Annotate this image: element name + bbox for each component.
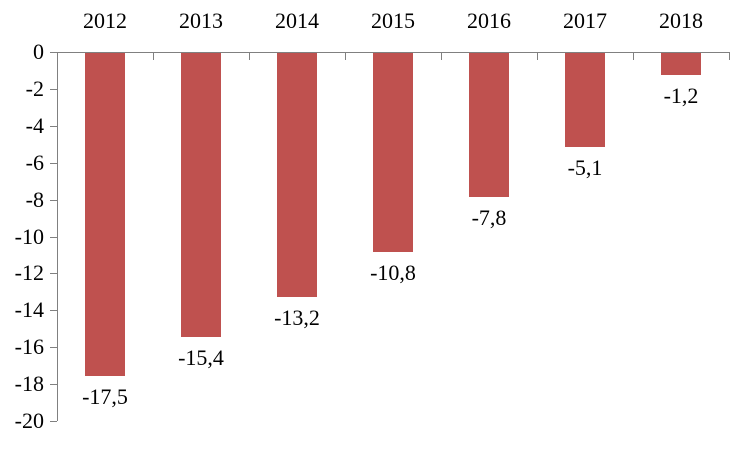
bar [661,53,701,76]
bar [373,53,413,253]
y-tick-label: -16 [14,334,44,360]
category-label: 2016 [467,8,511,33]
category-label: 2014 [275,8,319,33]
bar [565,53,605,148]
y-axis-tick [50,273,57,275]
x-axis-tick [537,52,538,60]
x-axis-tick [633,52,634,60]
y-axis-tick [50,236,57,238]
y-tick-label: -6 [25,149,44,175]
y-tick-label: -20 [14,408,44,433]
x-axis-tick [153,52,154,60]
value-label: -13,2 [274,304,320,330]
y-axis-tick [50,421,57,422]
zero-line [57,52,729,53]
value-label: -5,1 [567,155,603,181]
y-tick-label: -8 [25,186,44,212]
category-label: 2017 [563,8,607,33]
x-axis-tick [441,52,442,60]
y-axis-tick [50,125,57,127]
category-label: 2018 [659,8,703,33]
category-label: 2013 [179,8,223,33]
x-axis-tick [249,52,250,60]
y-axis-tick [50,52,57,53]
value-label: -1,2 [663,83,699,109]
bar [277,53,317,297]
bar [85,53,125,376]
x-axis-tick [345,52,346,60]
y-tick-label: -10 [14,223,44,249]
y-axis-tick [50,347,57,349]
y-tick-label: 0 [33,39,44,64]
y-axis-tick [50,310,57,312]
bar [469,53,509,197]
y-tick-label: -2 [25,75,44,101]
y-tick-label: -18 [14,371,44,397]
y-axis-tick [50,88,57,90]
category-label: 2015 [371,8,415,33]
y-axis-tick [50,199,57,201]
value-label: -17,5 [82,383,128,409]
value-label: -7,8 [471,204,507,230]
value-label: -15,4 [178,345,224,371]
y-axis-tick [50,162,57,164]
y-axis-line [57,52,58,421]
y-tick-label: -14 [14,297,44,323]
category-label: 2012 [83,8,127,33]
y-tick-label: -4 [25,112,44,138]
bar [181,53,221,338]
x-axis-tick [729,52,730,60]
y-tick-label: -12 [14,260,44,286]
value-label: -10,8 [370,260,416,286]
y-axis-tick [50,384,57,386]
